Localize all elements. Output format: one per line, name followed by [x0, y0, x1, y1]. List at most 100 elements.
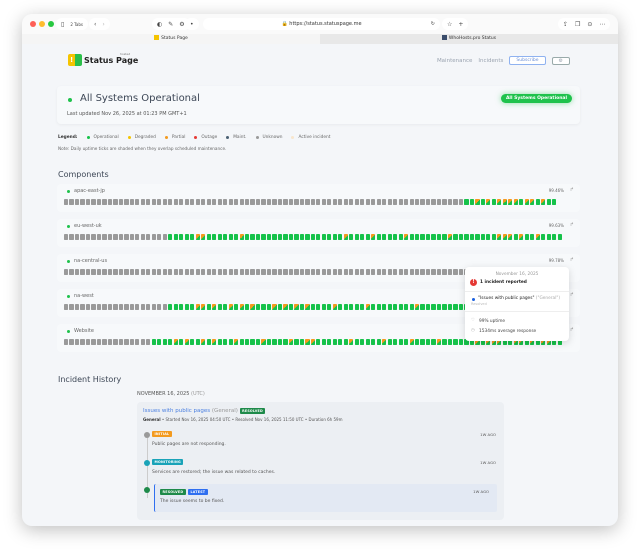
uptime-tick[interactable] — [74, 304, 80, 310]
uptime-tick[interactable] — [179, 234, 184, 240]
uptime-tick[interactable] — [250, 339, 255, 345]
uptime-tick[interactable] — [535, 339, 540, 345]
uptime-tick[interactable] — [272, 199, 277, 205]
download-icon[interactable]: ⊙ — [587, 20, 593, 28]
uptime-tick[interactable] — [541, 339, 546, 345]
reload-icon[interactable]: ↻ — [430, 21, 435, 27]
uptime-tick[interactable] — [69, 199, 74, 205]
uptime-tick[interactable] — [228, 304, 233, 310]
uptime-tick[interactable] — [431, 199, 436, 205]
uptime-tick[interactable] — [316, 339, 321, 345]
uptime-tick[interactable] — [80, 269, 85, 275]
uptime-tick[interactable] — [162, 199, 167, 205]
uptime-tick[interactable] — [464, 339, 469, 345]
uptime-tick[interactable] — [201, 199, 206, 205]
uptime-tick[interactable] — [129, 199, 134, 205]
uptime-tick[interactable] — [272, 339, 277, 345]
uptime-tick[interactable] — [530, 199, 535, 205]
uptime-tick[interactable] — [173, 304, 178, 310]
uptime-tick[interactable] — [69, 234, 74, 240]
uptime-tick[interactable] — [486, 339, 491, 345]
uptime-tick[interactable] — [212, 234, 217, 240]
uptime-tick[interactable] — [486, 234, 491, 240]
uptime-tick[interactable] — [190, 199, 195, 205]
uptime-tick[interactable] — [64, 199, 69, 205]
uptime-tick[interactable] — [453, 234, 458, 240]
uptime-tick[interactable] — [508, 199, 513, 205]
uptime-tick[interactable] — [168, 304, 173, 310]
tab-status-page[interactable]: Status Page — [22, 34, 320, 44]
uptime-tick[interactable] — [85, 234, 91, 240]
uptime-tick[interactable] — [382, 304, 387, 310]
uptime-tick[interactable] — [393, 234, 398, 240]
uptime-tick[interactable] — [475, 339, 480, 345]
uptime-tick[interactable] — [502, 234, 507, 240]
uptime-tick[interactable] — [146, 234, 151, 240]
uptime-tick[interactable] — [305, 269, 310, 275]
uptime-tick[interactable] — [371, 339, 376, 345]
nav-incidents[interactable]: Incidents — [478, 57, 504, 64]
uptime-tick[interactable] — [217, 304, 222, 310]
uptime-tick[interactable] — [195, 339, 200, 345]
uptime-tick[interactable] — [458, 304, 464, 310]
uptime-tick[interactable] — [535, 199, 540, 205]
uptime-tick[interactable] — [184, 304, 189, 310]
uptime-tick[interactable] — [458, 199, 464, 205]
uptime-tick[interactable] — [469, 234, 475, 240]
uptime-tick[interactable] — [277, 269, 283, 275]
uptime-tick[interactable] — [91, 234, 96, 240]
uptime-tick[interactable] — [294, 234, 299, 240]
uptime-tick[interactable] — [266, 269, 272, 275]
uptime-tick[interactable] — [91, 269, 96, 275]
uptime-tick[interactable] — [140, 234, 145, 240]
uptime-tick[interactable] — [343, 234, 348, 240]
uptime-tick[interactable] — [223, 199, 228, 205]
uptime-tick[interactable] — [255, 269, 261, 275]
uptime-tick[interactable] — [288, 234, 294, 240]
uptime-tick[interactable] — [217, 269, 222, 275]
uptime-tick[interactable] — [190, 234, 195, 240]
uptime-tick[interactable] — [140, 304, 145, 310]
uptime-tick[interactable] — [546, 199, 551, 205]
uptime-tick[interactable] — [135, 234, 140, 240]
uptime-tick[interactable] — [354, 269, 359, 275]
uptime-tick[interactable] — [80, 234, 85, 240]
uptime-tick[interactable] — [190, 339, 195, 345]
uptime-tick[interactable] — [129, 304, 134, 310]
uptime-tick[interactable] — [102, 269, 107, 275]
uptime-tick[interactable] — [283, 199, 288, 205]
uptime-tick[interactable] — [74, 269, 80, 275]
uptime-tick[interactable] — [513, 339, 518, 345]
uptime-tick[interactable] — [376, 339, 381, 345]
uptime-tick[interactable] — [442, 234, 447, 240]
uptime-tick[interactable] — [442, 199, 447, 205]
uptime-tick[interactable] — [173, 234, 178, 240]
uptime-tick[interactable] — [420, 199, 425, 205]
uptime-tick[interactable] — [425, 304, 431, 310]
uptime-tick[interactable] — [151, 234, 156, 240]
uptime-tick[interactable] — [425, 234, 431, 240]
uptime-tick[interactable] — [64, 339, 69, 345]
uptime-tick[interactable] — [398, 304, 403, 310]
uptime-tick[interactable] — [321, 304, 326, 310]
uptime-tick[interactable] — [118, 269, 124, 275]
uptime-tick[interactable] — [475, 234, 480, 240]
uptime-tick[interactable] — [85, 199, 91, 205]
uptime-tick[interactable] — [113, 339, 118, 345]
uptime-tick[interactable] — [118, 234, 124, 240]
uptime-tick[interactable] — [69, 339, 74, 345]
uptime-tick[interactable] — [272, 304, 277, 310]
uptime-tick[interactable] — [299, 234, 305, 240]
uptime-tick[interactable] — [541, 199, 546, 205]
uptime-tick[interactable] — [382, 339, 387, 345]
uptime-tick[interactable] — [425, 339, 431, 345]
uptime-tick[interactable] — [146, 339, 151, 345]
subscribe-button[interactable]: Subscribe — [509, 56, 546, 65]
uptime-tick[interactable] — [327, 199, 332, 205]
uptime-tick[interactable] — [173, 199, 178, 205]
uptime-tick[interactable] — [316, 304, 321, 310]
uptime-tick[interactable] — [453, 269, 458, 275]
uptime-tick[interactable] — [162, 234, 167, 240]
uptime-tick[interactable] — [332, 304, 337, 310]
uptime-tick[interactable] — [316, 234, 321, 240]
